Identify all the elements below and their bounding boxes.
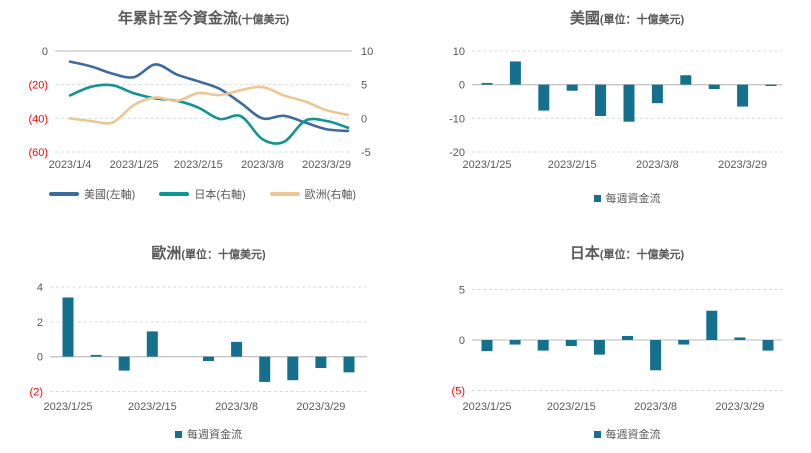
- chart-title-unit: (單位：十億美元): [599, 14, 685, 26]
- svg-text:2023/2/15: 2023/2/15: [128, 401, 177, 413]
- europe-bar-chart-panel: 歐洲(單位：十億美元) 4 2 0 (2) 2023/1/25 2023/2/15 2023…: [0, 226, 405, 453]
- us-chart-legend: 每週資金流: [472, 190, 782, 206]
- ytd-flows-line-chart: 0 (20) (40) (60) 10 5 0 -5 2023/1/4 2023/1/25 2023…: [28, 46, 373, 171]
- svg-text:0: 0: [37, 352, 43, 364]
- svg-text:0: 0: [42, 46, 48, 58]
- svg-text:2023/2/15: 2023/2/15: [174, 159, 223, 171]
- legend-label: 每週資金流: [605, 429, 661, 441]
- svg-text:5: 5: [361, 80, 367, 92]
- svg-text:2023/1/25: 2023/1/25: [44, 401, 93, 413]
- svg-text:(60): (60): [28, 147, 48, 159]
- europe-bar-chart: 4 2 0 (2)2023/1/25 2023/2/15 2023/3/8 2023/3/2…: [30, 282, 367, 413]
- svg-text:5: 5: [459, 285, 465, 297]
- legend-marker: [49, 192, 79, 196]
- svg-text:-20: -20: [449, 147, 465, 159]
- legend-label: 每週資金流: [605, 193, 661, 205]
- svg-text:2023/1/25: 2023/1/25: [463, 159, 512, 171]
- svg-text:2023/3/29: 2023/3/29: [302, 159, 351, 171]
- svg-text:2023/3/8: 2023/3/8: [215, 401, 258, 413]
- svg-text:0: 0: [361, 113, 367, 125]
- svg-text:2023/3/8: 2023/3/8: [241, 159, 284, 171]
- legend-item-ytd-flows: 歐洲(右軸): [269, 186, 356, 202]
- japan-chart-title: 日本(單位：十億美元): [472, 243, 782, 266]
- svg-text:10: 10: [453, 46, 465, 58]
- svg-text:4: 4: [37, 282, 43, 294]
- chart-title-unit: (單位：十億美元): [181, 249, 266, 261]
- japan-bar-chart-panel: 日本(單位：十億美元) 5 0 (5) 2023/1/25 2023/2/15 2023/…: [405, 226, 811, 453]
- chart-title-text: 美國: [569, 10, 600, 27]
- europe-chart-title: 歐洲(單位：十億美元): [50, 243, 367, 266]
- chart-title-text: 歐洲: [151, 245, 182, 262]
- chart-title-unit: (單位：十億美元): [599, 249, 685, 261]
- chart-title-text: 日本: [569, 245, 600, 262]
- svg-text:2023/2/15: 2023/2/15: [548, 159, 597, 171]
- svg-text:0: 0: [459, 335, 465, 347]
- legend-marker: [593, 194, 601, 202]
- ytd-flows-line-chart-panel: 年累計至今資金流(十億美元) 0 (20) (40) (60) 10 5 0 -5 2023/1…: [0, 0, 405, 226]
- chart-title-text: 年累計至今資金流: [117, 10, 238, 27]
- svg-text:0: 0: [459, 80, 465, 92]
- svg-text:-5: -5: [361, 147, 371, 159]
- legend-marker: [269, 192, 300, 196]
- svg-text:2023/3/29: 2023/3/29: [296, 401, 345, 413]
- legend-item-us-weekly: 每週資金流: [593, 190, 661, 206]
- svg-text:2023/1/4: 2023/1/4: [49, 159, 92, 171]
- us-bar-chart-panel: 美國(單位：十億美元) 10 0 -10 -20 2023/1/25 2023/2/15 2…: [405, 0, 811, 226]
- svg-text:(2): (2): [30, 387, 43, 399]
- chart-title-unit: (十億美元): [237, 14, 290, 26]
- legend-marker: [159, 192, 190, 196]
- ytd-flows-chart-title: 年累計至今資金流(十億美元): [55, 8, 352, 31]
- svg-text:(20): (20): [28, 80, 48, 92]
- legend-marker: [593, 430, 601, 438]
- japan-bar-chart: 5 0 (5) 2023/1/25 2023/2/15 2023/3/8 2023/3/29: [452, 285, 782, 413]
- legend-marker: [175, 430, 182, 438]
- svg-text:-10: -10: [449, 113, 465, 125]
- europe-chart-legend: 每週資金流: [50, 426, 367, 442]
- svg-text:(5): (5): [452, 386, 465, 398]
- legend-label: 每週資金流: [187, 429, 242, 441]
- svg-text:10: 10: [361, 46, 373, 58]
- svg-text:2023/2/15: 2023/2/15: [547, 401, 596, 413]
- legend-item-europe-weekly: 每週資金流: [175, 426, 242, 442]
- legend-item-ytd-flows: 美國(左軸): [49, 186, 135, 202]
- legend-label: 美國(左軸): [84, 189, 136, 201]
- us-chart-title: 美國(單位：十億美元): [472, 8, 782, 31]
- svg-text:2: 2: [37, 317, 43, 329]
- svg-text:2023/3/29: 2023/3/29: [715, 401, 764, 413]
- ytd-flows-legend: 美國(左軸) 日本(右軸) 歐洲(右軸): [45, 186, 360, 202]
- legend-label: 日本(右軸): [194, 189, 246, 201]
- svg-text:2023/3/29: 2023/3/29: [718, 159, 767, 171]
- japan-chart-legend: 每週資金流: [472, 426, 782, 442]
- svg-text:2023/3/8: 2023/3/8: [636, 159, 679, 171]
- legend-item-ytd-flows: 日本(右軸): [159, 186, 246, 202]
- svg-text:2023/1/25: 2023/1/25: [463, 401, 512, 413]
- svg-text:2023/1/25: 2023/1/25: [110, 159, 159, 171]
- svg-text:2023/3/8: 2023/3/8: [634, 401, 677, 413]
- legend-label: 歐洲(右軸): [304, 189, 356, 201]
- svg-text:(40): (40): [28, 113, 48, 125]
- legend-item-japan-weekly: 每週資金流: [593, 426, 661, 442]
